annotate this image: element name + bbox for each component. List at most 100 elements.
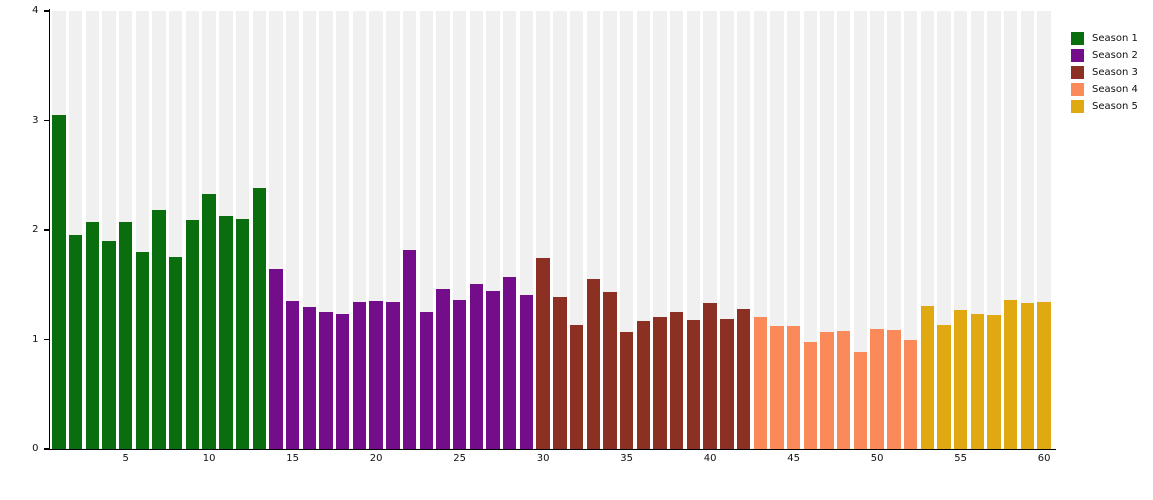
bar-episode-1: [52, 115, 66, 449]
bar-episode-57: [987, 315, 1001, 449]
column-backdrop-episode-49: [853, 11, 868, 449]
bar-episode-45: [786, 326, 801, 449]
x-tick-label-40: 40: [703, 453, 717, 464]
bar-episode-42: [736, 308, 751, 449]
legend-swatch-icon: [1071, 32, 1084, 45]
bar-episode-7: [152, 210, 166, 449]
legend-label: Season 4: [1092, 84, 1138, 95]
bar-episode-17: [319, 312, 333, 449]
x-tick-label-15: 15: [286, 453, 299, 464]
legend-label: Season 5: [1092, 101, 1138, 112]
bar-episode-48: [837, 330, 851, 449]
x-tick-label-5: 5: [122, 453, 129, 464]
y-tick-label-1: 1: [32, 333, 39, 345]
bar-episode-25: [452, 300, 467, 449]
x-tick-label-50: 50: [870, 453, 884, 464]
bar-episode-50: [870, 328, 884, 449]
bar-episode-26: [469, 283, 484, 449]
bar-episode-14: [269, 269, 283, 449]
bar-episode-43: [753, 316, 767, 449]
legend-swatch-icon: [1071, 49, 1084, 62]
bar-episode-9: [185, 220, 200, 449]
legend-label: Season 2: [1092, 50, 1138, 61]
bar-episode-33: [586, 279, 600, 449]
legend: Season 1 Season 2 Season 3 Season 4 Season 5: [1071, 30, 1138, 115]
bar-episode-11: [219, 215, 233, 449]
x-tick-label-55: 55: [954, 453, 967, 464]
legend-swatch-icon: [1071, 83, 1084, 96]
bar-episode-23: [419, 312, 433, 449]
bar-episode-53: [920, 305, 934, 449]
y-tick-mark-4: [43, 10, 50, 12]
bar-episode-52: [903, 339, 918, 449]
bar-episode-20: [369, 301, 383, 449]
legend-entry-1: Season 1: [1071, 30, 1138, 47]
bar-episode-30: [536, 258, 550, 449]
bar-episode-44: [770, 326, 784, 449]
bar-episode-22: [402, 249, 417, 449]
bar-episode-39: [686, 319, 701, 449]
legend-entry-2: Season 2: [1071, 47, 1138, 64]
bar-episode-10: [202, 193, 216, 449]
bar-episode-8: [169, 257, 183, 449]
legend-swatch-icon: [1071, 100, 1084, 113]
y-tick-mark-2: [43, 229, 50, 231]
bar-episode-54: [937, 325, 951, 449]
bar-episode-32: [569, 325, 584, 449]
bar-episode-41: [720, 318, 734, 449]
bar-episode-2: [68, 235, 83, 449]
y-tick-mark-0: [43, 448, 50, 450]
bar-episode-47: [820, 331, 834, 449]
bar-episode-19: [352, 302, 367, 449]
legend-entry-4: Season 4: [1071, 81, 1138, 98]
x-tick-label-25: 25: [453, 453, 466, 464]
bar-episode-56: [970, 314, 985, 449]
bar-episode-35: [619, 331, 634, 449]
y-tick-label-0: 0: [32, 443, 39, 454]
bar-episode-58: [1004, 300, 1018, 449]
bar-episode-37: [653, 316, 667, 449]
x-tick-label-20: 20: [369, 453, 383, 464]
bar-episode-28: [503, 277, 517, 449]
bar-episode-31: [553, 296, 567, 449]
y-axis-line: [49, 9, 51, 450]
x-tick-label-60: 60: [1037, 453, 1051, 464]
y-tick-label-2: 2: [32, 224, 39, 235]
legend-entry-3: Season 3: [1071, 64, 1138, 81]
bar-episode-46: [803, 341, 818, 449]
x-tick-label-45: 45: [787, 453, 800, 464]
bar-episode-38: [670, 312, 684, 449]
bar-episode-6: [135, 251, 150, 449]
x-tick-label-35: 35: [620, 453, 633, 464]
legend-entry-5: Season 5: [1071, 98, 1138, 115]
legend-label: Season 1: [1092, 33, 1138, 44]
y-tick-mark-1: [43, 338, 50, 341]
bar-episode-60: [1037, 302, 1051, 449]
bar-episode-13: [252, 188, 266, 449]
y-tick-label-4: 4: [32, 5, 39, 16]
bar-episode-55: [953, 309, 968, 449]
bar-episode-4: [102, 240, 116, 449]
legend-label: Season 3: [1092, 67, 1138, 78]
bar-episode-49: [853, 351, 868, 449]
bar-episode-3: [85, 222, 99, 449]
bar-episode-12: [235, 219, 250, 449]
bar-episode-21: [386, 302, 400, 449]
column-backdrop-episode-46: [803, 11, 818, 449]
bar-episode-59: [1020, 303, 1035, 449]
legend-swatch-icon: [1071, 66, 1084, 79]
bar-episode-16: [302, 306, 317, 449]
x-tick-label-30: 30: [536, 453, 550, 464]
bar-episode-29: [519, 294, 534, 449]
bar-episode-51: [887, 329, 901, 449]
bar-episode-24: [436, 289, 450, 449]
bar-episode-18: [336, 314, 350, 449]
x-axis-line: [44, 449, 1056, 451]
y-tick-mark-3: [43, 119, 50, 122]
bar-episode-27: [486, 291, 500, 449]
x-tick-label-10: 10: [202, 453, 216, 464]
bar-episode-5: [118, 222, 133, 449]
bar-episode-40: [703, 303, 717, 449]
